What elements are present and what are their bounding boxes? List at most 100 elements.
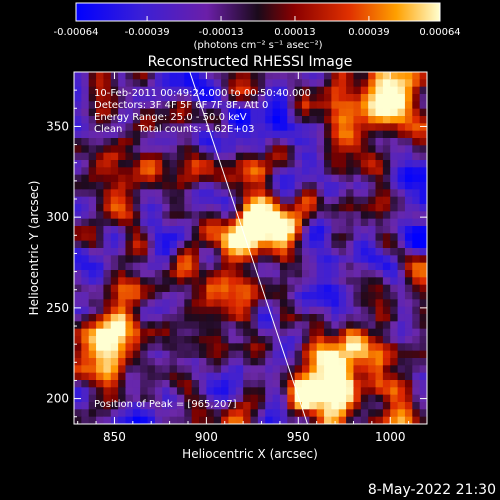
- heatmap-cell: [257, 343, 266, 352]
- heatmap-cell: [375, 101, 384, 110]
- heatmap-cell: [206, 182, 215, 190]
- heatmap-cell: [257, 365, 266, 374]
- heatmap-cell: [176, 299, 185, 308]
- heatmap-cell: [147, 233, 156, 242]
- heatmap-cell: [250, 204, 259, 212]
- heatmap-cell: [404, 350, 413, 359]
- heatmap-cell: [103, 365, 112, 374]
- heatmap-cell: [346, 299, 355, 308]
- heatmap-cell: [147, 189, 156, 198]
- heatmap-cell: [125, 314, 134, 322]
- heatmap-cell: [125, 336, 134, 344]
- heatmap-cell: [338, 160, 347, 168]
- heatmap-cell: [132, 116, 141, 124]
- heatmap-cell: [375, 240, 384, 249]
- heatmap-cell: [390, 416, 399, 424]
- heatmap-cell: [257, 248, 266, 256]
- heatmap-cell: [184, 394, 193, 403]
- heatmap-cell: [397, 321, 406, 330]
- heatmap-cell: [235, 321, 244, 330]
- heatmap-cell: [228, 72, 237, 80]
- heatmap-cell: [206, 284, 215, 293]
- heatmap-cell: [279, 409, 288, 418]
- heatmap-cell: [265, 416, 274, 424]
- heatmap-cell: [147, 336, 156, 344]
- heatmap-cell: [88, 306, 97, 315]
- heatmap-cell: [265, 130, 274, 139]
- heatmap-cell: [74, 402, 82, 410]
- heatmap-cell: [235, 394, 244, 403]
- heatmap-cell: [397, 174, 406, 183]
- heatmap-cell: [118, 409, 127, 418]
- heatmap-cell: [103, 94, 112, 102]
- heatmap-cell: [221, 336, 230, 344]
- heatmap-cell: [309, 299, 318, 308]
- heatmap-cell: [309, 145, 318, 154]
- heatmap-cell: [316, 394, 325, 403]
- heatmap-cell: [346, 196, 355, 205]
- heatmap-cell: [331, 387, 340, 396]
- heatmap-cell: [176, 358, 185, 366]
- heatmap-cell: [162, 284, 171, 293]
- heatmap-cell: [199, 167, 207, 176]
- heatmap-cell: [154, 358, 163, 366]
- heatmap-cell: [96, 189, 105, 198]
- heatmap-cell: [382, 255, 391, 264]
- heatmap-cell: [154, 321, 163, 330]
- heatmap-cell: [287, 402, 296, 410]
- heatmap-cell: [382, 108, 391, 117]
- heatmap-cell: [213, 138, 222, 146]
- heatmap-cell: [74, 116, 82, 124]
- heatmap-cell: [206, 152, 215, 161]
- heatmap-cell: [88, 226, 97, 234]
- heatmap-cell: [287, 130, 296, 139]
- heatmap-cell: [118, 145, 127, 154]
- heatmap-cell: [294, 321, 303, 330]
- heatmap-cell: [243, 152, 252, 161]
- heatmap-cell: [206, 160, 215, 168]
- heatmap-cell: [132, 350, 141, 359]
- heatmap-cell: [81, 380, 90, 388]
- heatmap-cell: [221, 167, 230, 176]
- heatmap-cell: [382, 262, 391, 271]
- heatmap-cell: [162, 380, 171, 388]
- heatmap-cell: [132, 402, 141, 410]
- heatmap-cell: [162, 94, 171, 102]
- heatmap-cell: [74, 336, 82, 344]
- heatmap-cell: [88, 152, 97, 161]
- heatmap-cell: [213, 409, 222, 418]
- heatmap-cell: [287, 174, 296, 183]
- heatmap-cell: [74, 321, 82, 330]
- heatmap-cell: [360, 196, 369, 205]
- heatmap-cell: [176, 306, 185, 315]
- heatmap-cell: [88, 211, 97, 220]
- heatmap-cell: [228, 189, 237, 198]
- heatmap-cell: [206, 277, 215, 286]
- heatmap-cell: [184, 321, 193, 330]
- heatmap-cell: [221, 314, 230, 322]
- heatmap-cell: [132, 416, 141, 424]
- heatmap-cell: [272, 108, 281, 117]
- heatmap-cell: [346, 284, 355, 293]
- heatmap-cell: [272, 189, 281, 198]
- heatmap-cell: [287, 240, 296, 249]
- heatmap-cell: [346, 116, 355, 124]
- heatmap-cell: [235, 402, 244, 410]
- heatmap-cell: [169, 394, 178, 403]
- heatmap-cell: [235, 328, 244, 337]
- heatmap-cell: [272, 350, 281, 359]
- heatmap-cell: [213, 358, 222, 366]
- heatmap-cell: [81, 350, 90, 359]
- heatmap-cell: [316, 182, 325, 190]
- heatmap-cell: [338, 248, 347, 256]
- heatmap-cell: [316, 328, 325, 337]
- heatmap-cell: [132, 123, 141, 132]
- heatmap-cell: [309, 350, 318, 359]
- heatmap-cells: [74, 72, 427, 424]
- heatmap-cell: [368, 79, 377, 88]
- heatmap-cell: [331, 233, 340, 242]
- heatmap-cell: [162, 160, 171, 168]
- heatmap-cell: [287, 328, 296, 337]
- heatmap-cell: [213, 226, 222, 234]
- heatmap-cell: [265, 174, 274, 183]
